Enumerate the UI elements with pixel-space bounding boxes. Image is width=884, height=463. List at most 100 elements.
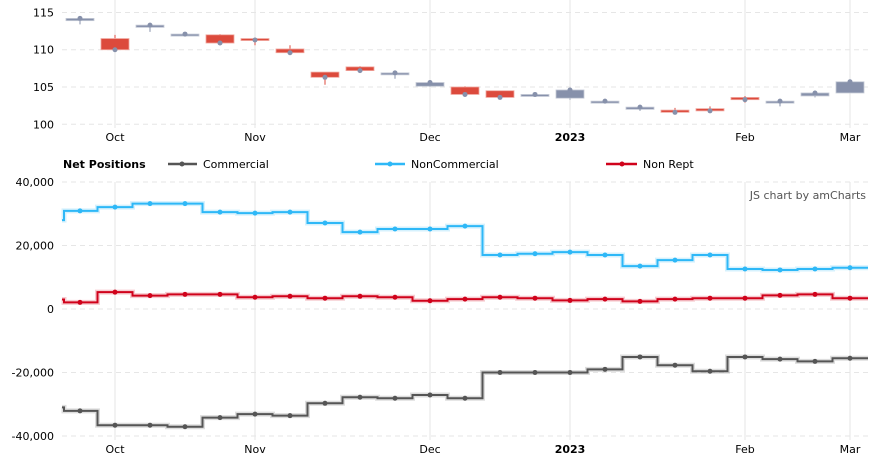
- series-line-halo: [61, 201, 868, 273]
- candle: [415, 80, 445, 87]
- series-point: [602, 252, 608, 258]
- series-point: [77, 408, 83, 414]
- candle: [380, 70, 410, 79]
- series-point: [602, 296, 608, 302]
- series-point: [812, 358, 818, 364]
- positions-x-tick-label: Feb: [735, 443, 754, 456]
- series-point: [112, 289, 118, 295]
- candle: [520, 91, 550, 97]
- positions-y-tick-label: -40,000: [12, 430, 54, 443]
- series-point: [847, 355, 853, 361]
- candle: [835, 79, 865, 94]
- candle-close-dot: [287, 50, 293, 56]
- series-point: [252, 411, 258, 417]
- legend-label-commercial: Commercial: [203, 158, 269, 171]
- series-point: [357, 229, 363, 235]
- series-point: [357, 394, 363, 400]
- price-x-tick-label: 2023: [555, 131, 586, 144]
- series-line: [62, 202, 868, 271]
- series-point: [217, 415, 223, 421]
- series-point: [532, 295, 538, 301]
- candle-close-dot: [812, 90, 818, 96]
- series-point: [532, 251, 538, 257]
- positions-x-tick-label: Nov: [244, 443, 266, 456]
- series-point: [182, 201, 188, 207]
- candle-close-dot: [392, 70, 398, 76]
- series-point: [777, 356, 783, 362]
- series-point: [427, 298, 433, 304]
- positions-y-tick-label: 20,000: [16, 240, 55, 253]
- series-point: [287, 209, 293, 215]
- series-point: [532, 370, 538, 375]
- series-point: [567, 370, 573, 375]
- series-point: [672, 362, 678, 368]
- series-point: [462, 296, 468, 302]
- series-point: [287, 293, 293, 299]
- positions-x-axis: Oct Nov Dec 2023 Feb Mar: [105, 443, 860, 456]
- series-point: [672, 257, 678, 263]
- positions-x-tick-label: Mar: [840, 443, 861, 456]
- legend-item-noncommercial[interactable]: NonCommercial: [375, 158, 499, 171]
- candle-close-dot: [112, 47, 118, 53]
- candle: [170, 31, 200, 37]
- series-point: [217, 209, 223, 215]
- candle-close-dot: [427, 80, 433, 86]
- legend-dot-commercial: [179, 161, 185, 167]
- series-point: [77, 208, 83, 214]
- candle: [275, 45, 305, 56]
- candle: [450, 86, 480, 97]
- series-point: [707, 252, 713, 258]
- candle-close-dot: [532, 91, 538, 97]
- amcharts-credit[interactable]: JS chart by amCharts: [749, 189, 866, 202]
- series-point: [567, 249, 573, 255]
- series-point: [637, 263, 643, 269]
- legend-item-non-rept[interactable]: Non Rept: [606, 158, 694, 171]
- candle: [310, 71, 340, 85]
- candle: [135, 22, 165, 32]
- candle: [695, 106, 725, 114]
- price-x-tick-label: Nov: [244, 131, 266, 144]
- price-x-tick-label: Feb: [735, 131, 754, 144]
- series-point: [427, 226, 433, 232]
- candle-close-dot: [462, 91, 468, 97]
- positions-y-tick-label: 0: [47, 303, 54, 316]
- series-point: [812, 266, 818, 272]
- candle: [100, 34, 130, 53]
- series-point: [147, 201, 153, 207]
- candle-close-dot: [742, 97, 748, 103]
- positions-lines: [61, 201, 868, 430]
- series-point: [322, 400, 328, 406]
- series-point: [322, 220, 328, 226]
- legend: Net Positions Commercial NonCommercial N…: [63, 158, 694, 171]
- series-point: [497, 294, 503, 300]
- price-y-tick-label: 105: [33, 81, 54, 94]
- series-point: [672, 296, 678, 302]
- series-point: [497, 370, 503, 375]
- price-y-tick-label: 115: [33, 6, 54, 19]
- series-point: [322, 295, 328, 301]
- legend-dot-non-rept: [619, 161, 625, 167]
- series-point: [462, 395, 468, 401]
- series-point: [252, 294, 258, 300]
- series-point: [567, 297, 573, 303]
- series-point: [742, 266, 748, 272]
- series-point: [497, 252, 503, 258]
- series-point: [742, 354, 748, 360]
- price-x-axis: Oct Nov Dec 2023 Feb Mar: [105, 131, 860, 144]
- positions-y-tick-label: 40,000: [16, 176, 55, 189]
- series-point: [637, 298, 643, 304]
- price-candles: [65, 15, 865, 115]
- series-point: [147, 293, 153, 299]
- series-point: [427, 392, 433, 398]
- candle-close-dot: [637, 104, 643, 110]
- legend-item-commercial[interactable]: Commercial: [168, 158, 269, 171]
- price-x-tick-label: Mar: [840, 131, 861, 144]
- series-point: [112, 422, 118, 428]
- candle: [800, 90, 830, 98]
- legend-label-noncommercial: NonCommercial: [411, 158, 499, 171]
- legend-dot-noncommercial: [387, 161, 393, 167]
- candle: [485, 90, 515, 100]
- positions-y-axis: 40,000 20,000 0 -20,000 -40,000: [12, 176, 54, 443]
- series-point: [252, 210, 258, 216]
